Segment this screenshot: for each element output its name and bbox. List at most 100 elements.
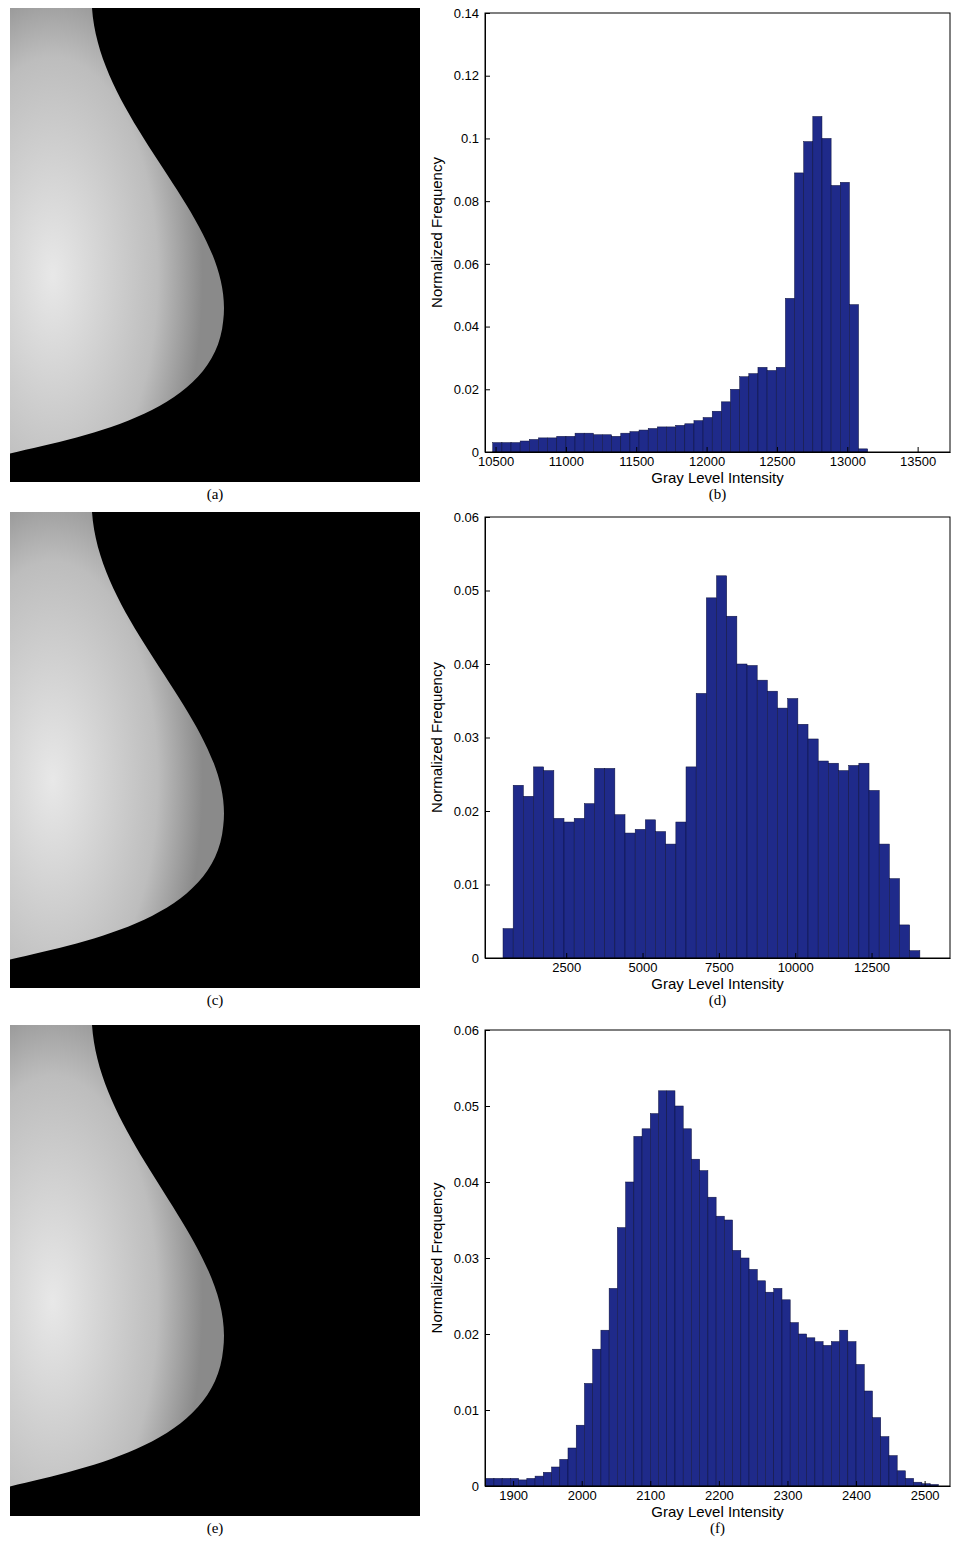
- y-tick-label: 0: [472, 1479, 479, 1494]
- mammogram: [10, 1025, 420, 1516]
- histogram-bar: [700, 1171, 708, 1486]
- histogram-bar: [609, 1288, 617, 1486]
- histogram-bar: [822, 138, 831, 452]
- histogram-bar: [626, 1182, 634, 1486]
- x-tick-mark: [566, 447, 567, 452]
- y-tick: 0.08: [454, 194, 490, 209]
- x-tick-mark: [719, 953, 720, 958]
- image-background: [10, 8, 420, 482]
- histogram-bar: [634, 1136, 642, 1486]
- histogram-bar: [566, 436, 575, 452]
- y-tick-label: 0.06: [454, 257, 479, 272]
- histogram-bar: [601, 1330, 609, 1486]
- histogram-bar: [510, 1478, 518, 1486]
- histogram-bar: [828, 763, 838, 958]
- histogram-bar: [840, 182, 849, 452]
- x-tick-label: 2000: [568, 1488, 597, 1503]
- histogram-bar: [538, 438, 547, 452]
- histogram-bar: [712, 411, 721, 452]
- y-tick-mark: [485, 201, 490, 202]
- x-tick-label: 13500: [900, 454, 936, 469]
- histogram-bar: [519, 1480, 527, 1486]
- histogram-bar: [493, 443, 502, 452]
- y-tick-mark: [485, 13, 490, 14]
- x-tick-mark: [566, 953, 567, 958]
- histogram-bar: [584, 433, 593, 452]
- histogram-bar: [535, 1476, 543, 1486]
- histogram-bar: [602, 435, 611, 452]
- histogram-bar: [552, 1467, 560, 1486]
- y-tick: 0.06: [454, 510, 490, 525]
- x-tick-mark: [707, 447, 708, 452]
- histogram-bar: [667, 1091, 675, 1486]
- x-axis: 2500500075001000012500: [486, 953, 951, 975]
- histogram-bar: [568, 1448, 576, 1486]
- x-tick: 1900: [499, 1481, 528, 1503]
- histogram-bar: [576, 1425, 584, 1486]
- histogram-bar: [831, 185, 840, 452]
- y-tick: 0.12: [454, 68, 490, 83]
- histogram-bar: [543, 1472, 551, 1486]
- y-tick: 0: [472, 951, 490, 966]
- y-tick-label: 0.05: [454, 583, 479, 598]
- histogram-bar: [557, 436, 566, 452]
- x-tick-mark: [643, 953, 644, 958]
- y-tick-label: 0.02: [454, 382, 479, 397]
- histogram-bar: [798, 724, 808, 958]
- x-tick-label: 2500: [552, 960, 581, 975]
- x-tick: 5000: [629, 953, 658, 975]
- histogram-bar: [848, 1342, 856, 1486]
- histogram-bar: [808, 739, 818, 958]
- y-tick: 0.14: [454, 6, 490, 21]
- histogram-bar: [595, 768, 605, 958]
- x-tick-mark: [496, 447, 497, 452]
- x-tick: 11000: [549, 447, 584, 469]
- x-tick-mark: [918, 447, 919, 452]
- histogram-bar: [767, 370, 776, 452]
- histogram-bar: [675, 1106, 683, 1486]
- y-tick-mark: [485, 958, 490, 959]
- plot-frame: [485, 1030, 950, 1486]
- y-tick: 0.03: [454, 730, 490, 745]
- histogram-bar: [790, 1323, 798, 1486]
- x-tick: 13000: [830, 447, 866, 469]
- histogram-bar: [724, 1220, 732, 1486]
- histogram-bar: [778, 708, 788, 958]
- histogram-bar: [881, 1437, 889, 1486]
- y-tick-mark: [485, 264, 490, 265]
- histogram-bar: [788, 699, 798, 958]
- x-tick-mark: [847, 447, 848, 452]
- y-tick: 0.02: [454, 382, 490, 397]
- histogram-bar: [584, 804, 594, 958]
- x-axis-title: Gray Level Intensity: [651, 469, 784, 486]
- histogram-bar: [513, 785, 523, 958]
- x-tick: 2400: [842, 1481, 871, 1503]
- histogram-bar: [694, 421, 703, 452]
- histogram-bar: [818, 761, 828, 958]
- histogram-panel: 250050007500100001250000.010.020.030.040…: [428, 510, 951, 1009]
- x-tick: 2500: [552, 953, 581, 975]
- histogram-bar: [910, 951, 920, 958]
- plot-frame: [485, 517, 950, 958]
- y-tick: 0.04: [454, 1175, 490, 1190]
- y-tick-label: 0.06: [454, 1023, 479, 1038]
- x-tick-mark: [777, 447, 778, 452]
- y-tick: 0.04: [454, 319, 490, 334]
- y-tick-mark: [485, 664, 490, 665]
- y-tick-mark: [485, 1182, 490, 1183]
- x-tick-label: 12000: [689, 454, 725, 469]
- panel-label: (b): [709, 486, 727, 503]
- plot-background: [485, 517, 950, 958]
- histogram-bar: [740, 377, 749, 452]
- histogram-bar: [721, 402, 730, 452]
- x-tick-label: 10500: [478, 454, 514, 469]
- y-tick-label: 0.03: [454, 1251, 479, 1266]
- histogram-bar: [574, 818, 584, 958]
- histogram-bar: [696, 693, 706, 958]
- y-tick-label: 0.03: [454, 730, 479, 745]
- histogram-bar: [757, 1281, 765, 1486]
- y-tick-label: 0.08: [454, 194, 479, 209]
- y-tick: 0: [472, 1479, 490, 1494]
- x-axis-title: Gray Level Intensity: [651, 975, 784, 992]
- histogram-bar: [666, 427, 675, 452]
